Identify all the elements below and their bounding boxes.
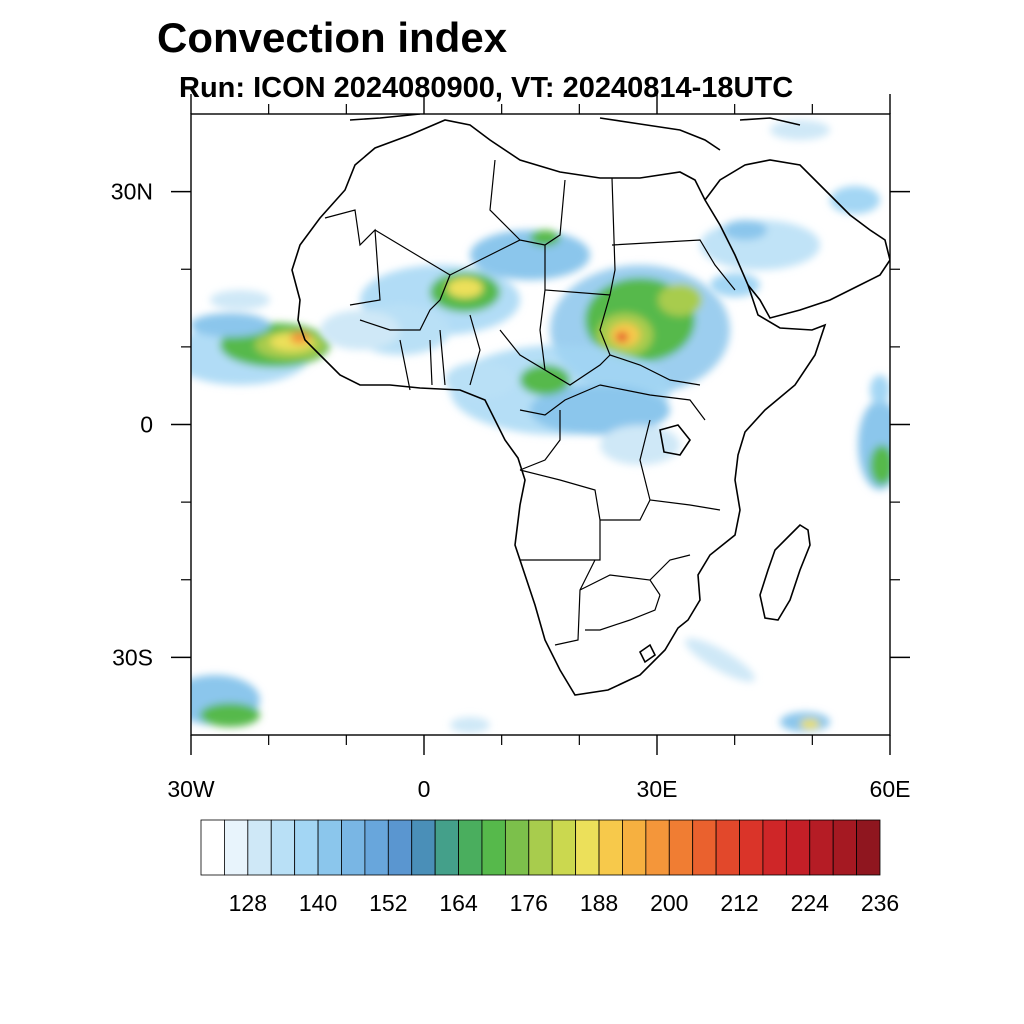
lesotho — [638, 643, 657, 664]
colorbar-label: 140 — [299, 890, 337, 916]
colorbar-swatch — [434, 819, 459, 876]
convection-field — [191, 120, 890, 733]
colorbar-swatch — [224, 819, 249, 876]
colorbar-swatch — [692, 819, 717, 876]
colorbar-label: 164 — [439, 890, 478, 916]
madagascar — [759, 523, 811, 621]
convection-area-west-africa — [191, 290, 330, 385]
colorbar-label: 152 — [369, 890, 407, 916]
colorbar-swatch — [364, 819, 389, 876]
map-axes: 30W 0 30E 60E 30N 0 30S — [111, 94, 911, 802]
colorbar-label: 128 — [229, 890, 267, 916]
convection-area-sahel — [320, 230, 590, 355]
colorbar-swatch — [247, 819, 272, 876]
y-tick-label: 30N — [111, 179, 153, 205]
colorbar-label: 188 — [580, 890, 618, 916]
y-tick-label: 30S — [112, 644, 153, 670]
colorbar-swatch — [622, 819, 647, 876]
colorbar-swatch — [762, 819, 787, 876]
map-subtitle: Run: ICON 2024080900, VT: 20240814-18UTC — [179, 72, 794, 104]
x-tick-label: 60E — [870, 776, 911, 802]
colorbar-swatch — [317, 819, 342, 876]
convection-area-indian-ocean — [858, 375, 890, 490]
convection-area-central-africa — [445, 345, 680, 465]
lake-victoria — [659, 424, 691, 456]
colorbar-swatch — [387, 819, 413, 876]
colorbar-swatch — [200, 819, 225, 876]
colorbar-swatch — [504, 819, 530, 876]
colorbar-swatch — [809, 819, 834, 876]
colorbar-swatch — [575, 819, 600, 876]
colorbar-swatch — [739, 819, 764, 876]
x-tick-label: 0 — [418, 776, 431, 802]
colorbar-label: 236 — [861, 890, 899, 916]
colorbar-swatch — [481, 819, 506, 876]
colorbar-swatch — [528, 819, 553, 876]
colorbar: 128 140 152 164 176 188 200 212 224 236 — [200, 819, 899, 916]
colorbar-label: 200 — [650, 890, 688, 916]
colorbar-label: 176 — [510, 890, 548, 916]
colorbar-swatch — [341, 819, 366, 876]
map-title: Convection index — [157, 14, 508, 61]
coastlines — [291, 114, 890, 696]
colorbar-swatch — [270, 819, 296, 876]
colorbar-swatch — [856, 819, 881, 876]
colorbar-swatch — [551, 819, 577, 876]
mediterranean-north — [349, 114, 801, 151]
colorbar-swatch — [458, 819, 483, 876]
colorbar-swatch — [645, 819, 670, 876]
colorbar-swatch — [715, 819, 740, 876]
colorbar-swatch — [668, 819, 694, 876]
colorbar-swatch — [832, 819, 857, 876]
colorbar-swatch — [785, 819, 811, 876]
x-tick-label: 30W — [167, 776, 215, 802]
y-tick-label: 0 — [140, 412, 153, 438]
colorbar-label: 212 — [720, 890, 758, 916]
convection-area-southern-ocean — [191, 638, 830, 733]
convection-area-arabia — [700, 120, 880, 297]
country-borders — [324, 159, 736, 646]
africa-coastline — [291, 119, 827, 696]
arabia-coast — [704, 159, 890, 319]
colorbar-swatch — [294, 819, 319, 876]
colorbar-label: 224 — [791, 890, 830, 916]
convection-area-sudan — [550, 265, 730, 395]
colorbar-swatch — [598, 819, 623, 876]
x-tick-label: 30E — [637, 776, 678, 802]
border-lines — [324, 159, 736, 646]
colorbar-swatch — [411, 819, 436, 876]
